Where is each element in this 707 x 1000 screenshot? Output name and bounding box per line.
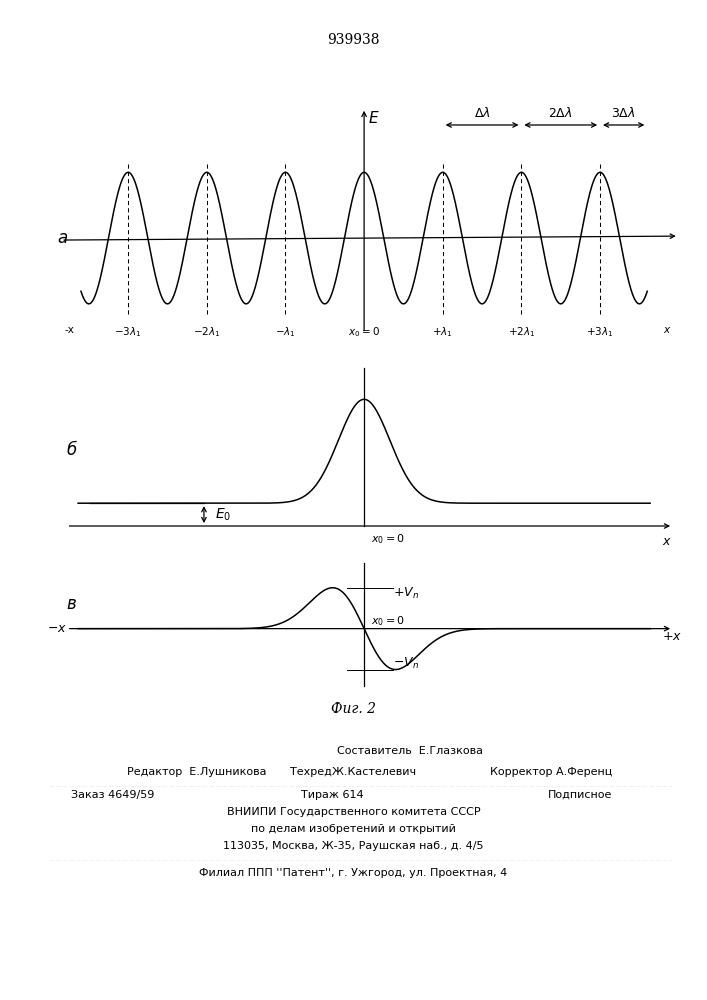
Text: ВНИИПИ Государственного комитета СССР: ВНИИПИ Государственного комитета СССР (227, 807, 480, 817)
Text: $x_0{=}0$: $x_0{=}0$ (348, 325, 380, 339)
Text: $-V_n$: $-V_n$ (392, 656, 419, 671)
Text: $x_0{=}0$: $x_0{=}0$ (371, 532, 405, 546)
Text: б: б (66, 441, 77, 459)
Text: $+2\lambda_1$: $+2\lambda_1$ (508, 325, 535, 339)
Text: 113035, Москва, Ж-35, Раушская наб., д. 4/5: 113035, Москва, Ж-35, Раушская наб., д. … (223, 841, 484, 851)
Text: $E$: $E$ (368, 110, 380, 126)
Text: $-2\lambda_1$: $-2\lambda_1$ (193, 325, 221, 339)
Text: Тираж 614: Тираж 614 (301, 790, 363, 800)
Text: Заказ 4649/59: Заказ 4649/59 (71, 790, 154, 800)
Text: $2\Delta\lambda$: $2\Delta\lambda$ (549, 106, 573, 120)
Text: $+V_n$: $+V_n$ (392, 586, 419, 601)
Text: $x$: $x$ (662, 535, 672, 548)
Text: $E_0$: $E_0$ (216, 506, 232, 523)
Text: $\Delta\lambda$: $\Delta\lambda$ (474, 106, 491, 120)
Text: Фиг. 2: Фиг. 2 (331, 702, 376, 716)
Text: Составитель  Е.Глазкова: Составитель Е.Глазкова (337, 746, 483, 756)
Text: Редактор  Е.Лушникова: Редактор Е.Лушникова (127, 767, 267, 777)
Text: ТехредЖ.Кастелевич: ТехредЖ.Кастелевич (291, 767, 416, 777)
Text: $+3\lambda_1$: $+3\lambda_1$ (586, 325, 614, 339)
Text: $-3\lambda_1$: $-3\lambda_1$ (115, 325, 142, 339)
Text: $-x$: $-x$ (47, 622, 66, 635)
Text: $-\lambda_1$: $-\lambda_1$ (275, 325, 296, 339)
Text: а: а (57, 229, 68, 247)
Text: $+x$: $+x$ (662, 630, 682, 643)
Text: по делам изобретений и открытий: по делам изобретений и открытий (251, 824, 456, 834)
Text: Филиал ППП ''Патент'', г. Ужгород, ул. Проектная, 4: Филиал ППП ''Патент'', г. Ужгород, ул. П… (199, 868, 508, 878)
Text: -x: -x (64, 325, 74, 335)
Text: в: в (66, 595, 76, 613)
Text: $+\lambda_1$: $+\lambda_1$ (433, 325, 453, 339)
Text: Подписное: Подписное (547, 790, 612, 800)
Text: 939938: 939938 (327, 33, 380, 47)
Text: $x_0{=}0$: $x_0{=}0$ (371, 614, 405, 628)
Text: $3\Delta\lambda$: $3\Delta\lambda$ (612, 106, 636, 120)
Text: $x$: $x$ (662, 325, 671, 335)
Text: Корректор А.Ференц: Корректор А.Ференц (491, 767, 612, 777)
